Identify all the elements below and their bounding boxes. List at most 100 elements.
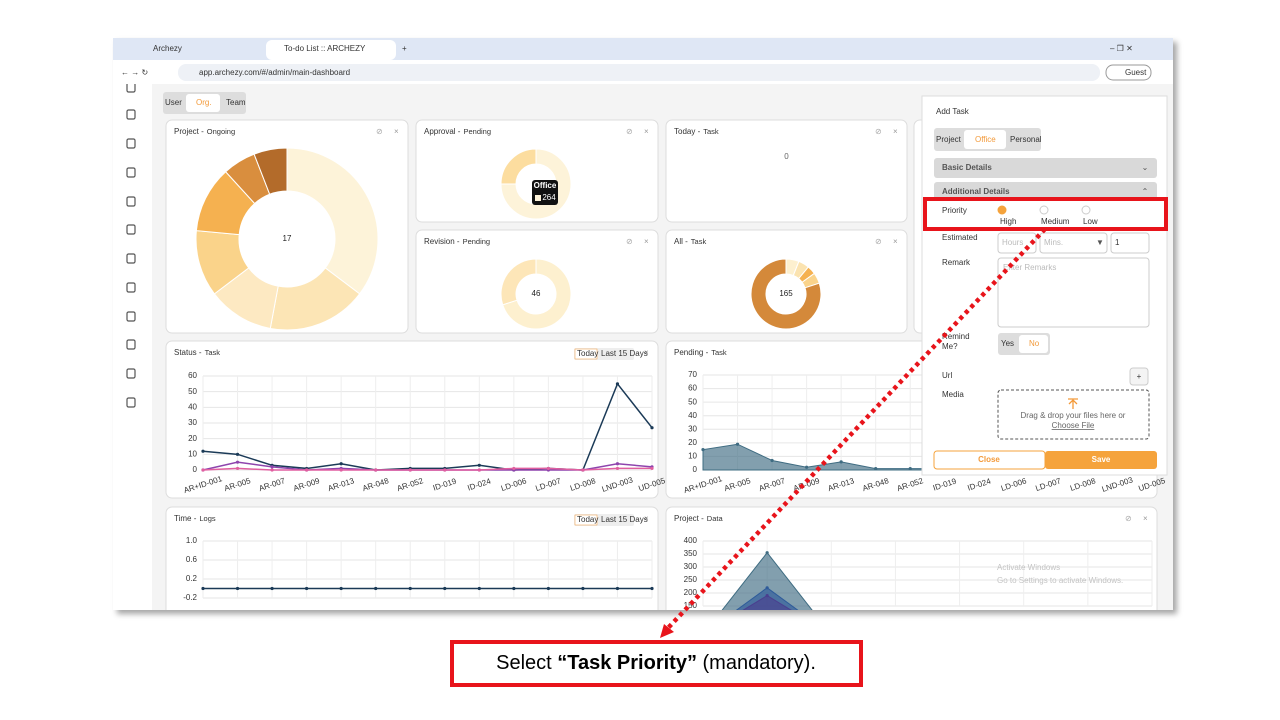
range-option[interactable]: Today	[577, 349, 598, 358]
point	[958, 633, 961, 636]
tab-title[interactable]: To-do List :: ARCHEZY	[284, 44, 366, 53]
input[interactable]	[1039, 232, 1108, 254]
range-option[interactable]: Last 15 Days	[601, 349, 648, 358]
save-button[interactable]	[1045, 451, 1157, 469]
radio-label[interactable]: Low	[1083, 217, 1098, 226]
radio[interactable]	[1039, 205, 1049, 215]
input-text[interactable]: Hours	[1002, 238, 1023, 247]
toggle-active[interactable]	[186, 94, 220, 112]
area	[721, 551, 813, 610]
section-title[interactable]: Basic Details	[942, 163, 992, 172]
toggle-option[interactable]: User	[165, 98, 182, 107]
dropzone-link[interactable]: Choose File	[1052, 421, 1095, 430]
card-title: All - Task	[674, 237, 706, 246]
profile-button[interactable]	[1105, 64, 1152, 81]
section-title[interactable]: Additional Details	[942, 187, 1010, 196]
toggle-option[interactable]: Team	[226, 98, 246, 107]
hide-icon[interactable]: ⊘	[1125, 514, 1132, 523]
hide-icon[interactable]: ⊘	[875, 127, 882, 136]
point	[701, 633, 704, 636]
new-tab[interactable]: +	[402, 44, 407, 53]
url[interactable]: app.archezy.com/#/admin/main-dashboard	[199, 68, 350, 77]
window-controls[interactable]: – ❐ ✕	[1110, 44, 1133, 53]
remind-option[interactable]: Yes	[1001, 339, 1014, 348]
sidebar-icon[interactable]	[126, 83, 136, 93]
hide-icon[interactable]: ⊘	[626, 237, 633, 246]
donut-hole	[239, 191, 335, 287]
sidebar-icon[interactable]	[126, 311, 136, 322]
close-icon[interactable]: ×	[394, 127, 399, 136]
input-text[interactable]: Mins.	[1044, 238, 1063, 247]
range-option[interactable]: Today	[577, 515, 598, 524]
sidebar-icon[interactable]	[126, 196, 136, 207]
sidebar-icon[interactable]	[126, 109, 136, 120]
point	[581, 468, 585, 472]
radio[interactable]	[1081, 205, 1091, 215]
close-icon[interactable]: ×	[644, 514, 649, 523]
tab-title[interactable]: Archezy	[153, 44, 182, 53]
point	[408, 468, 412, 472]
point	[546, 466, 550, 471]
close-icon[interactable]: ×	[644, 348, 649, 357]
address-bar[interactable]	[178, 64, 1100, 81]
sidebar-icon[interactable]	[126, 138, 136, 149]
type-option[interactable]: Project	[936, 135, 962, 144]
point	[339, 468, 343, 472]
point	[443, 586, 447, 591]
subtitle: Task	[691, 237, 707, 246]
section-header[interactable]	[934, 182, 1157, 200]
section-header[interactable]	[934, 158, 1157, 178]
hide-icon[interactable]: ⊘	[875, 237, 882, 246]
sidebar-icons	[126, 83, 136, 408]
input[interactable]	[1110, 232, 1150, 254]
nav-buttons[interactable]: ← → ↻	[121, 68, 148, 77]
range-option[interactable]: Last 15 Days	[601, 515, 648, 524]
point	[1022, 633, 1025, 636]
point	[615, 586, 620, 591]
dropzone[interactable]	[997, 389, 1150, 440]
button-label[interactable]: Save	[1092, 455, 1111, 464]
type-option[interactable]: Office	[975, 135, 996, 144]
sidebar-icon[interactable]	[126, 167, 136, 178]
hide-icon[interactable]: ⊘	[626, 127, 633, 136]
sidebar-icon[interactable]	[126, 339, 136, 350]
sidebar-icon[interactable]	[126, 397, 136, 408]
donut-center: 165	[779, 289, 793, 298]
sidebar-icon[interactable]	[126, 368, 136, 379]
close-icon[interactable]: ×	[1143, 514, 1148, 523]
radio-label[interactable]: Medium	[1041, 217, 1070, 226]
active-tab[interactable]	[266, 40, 396, 60]
profile[interactable]: Guest	[1125, 68, 1147, 77]
donut-center: 17	[283, 234, 292, 243]
hide-icon[interactable]: ⊘	[376, 127, 383, 136]
range-active[interactable]	[574, 348, 598, 360]
close-icon[interactable]: ×	[644, 237, 649, 246]
button-label[interactable]: Close	[978, 455, 1000, 464]
type-option[interactable]: Personal	[1010, 135, 1042, 144]
card	[665, 119, 908, 223]
radio-label[interactable]: High	[1000, 217, 1016, 226]
radio[interactable]	[997, 205, 1007, 215]
remind-option[interactable]: No	[1029, 339, 1040, 348]
y-tick-label: 250	[684, 575, 698, 584]
sidebar-icon[interactable]	[126, 282, 136, 293]
point	[374, 586, 378, 591]
toggle-option[interactable]: Org.	[196, 98, 212, 107]
range-active[interactable]	[574, 514, 598, 526]
close-icon[interactable]: ×	[893, 127, 898, 136]
remind-active[interactable]	[1019, 335, 1048, 353]
y-tick-label: 300	[684, 562, 698, 571]
y-tick-label: 150	[684, 601, 698, 610]
sidebar-icon[interactable]	[126, 253, 136, 264]
add-url[interactable]	[1129, 367, 1149, 386]
sidebar-icon[interactable]	[126, 224, 136, 235]
input-text[interactable]: 1	[1115, 238, 1120, 247]
close-icon[interactable]: ×	[893, 237, 898, 246]
textarea[interactable]	[997, 257, 1150, 328]
type-active[interactable]	[964, 130, 1006, 149]
point	[1150, 633, 1153, 636]
dropdown-arrow: ▼	[1096, 238, 1104, 247]
placeholder: Enter Remarks	[1003, 263, 1056, 272]
point	[201, 468, 205, 472]
close-icon[interactable]: ×	[644, 127, 649, 136]
